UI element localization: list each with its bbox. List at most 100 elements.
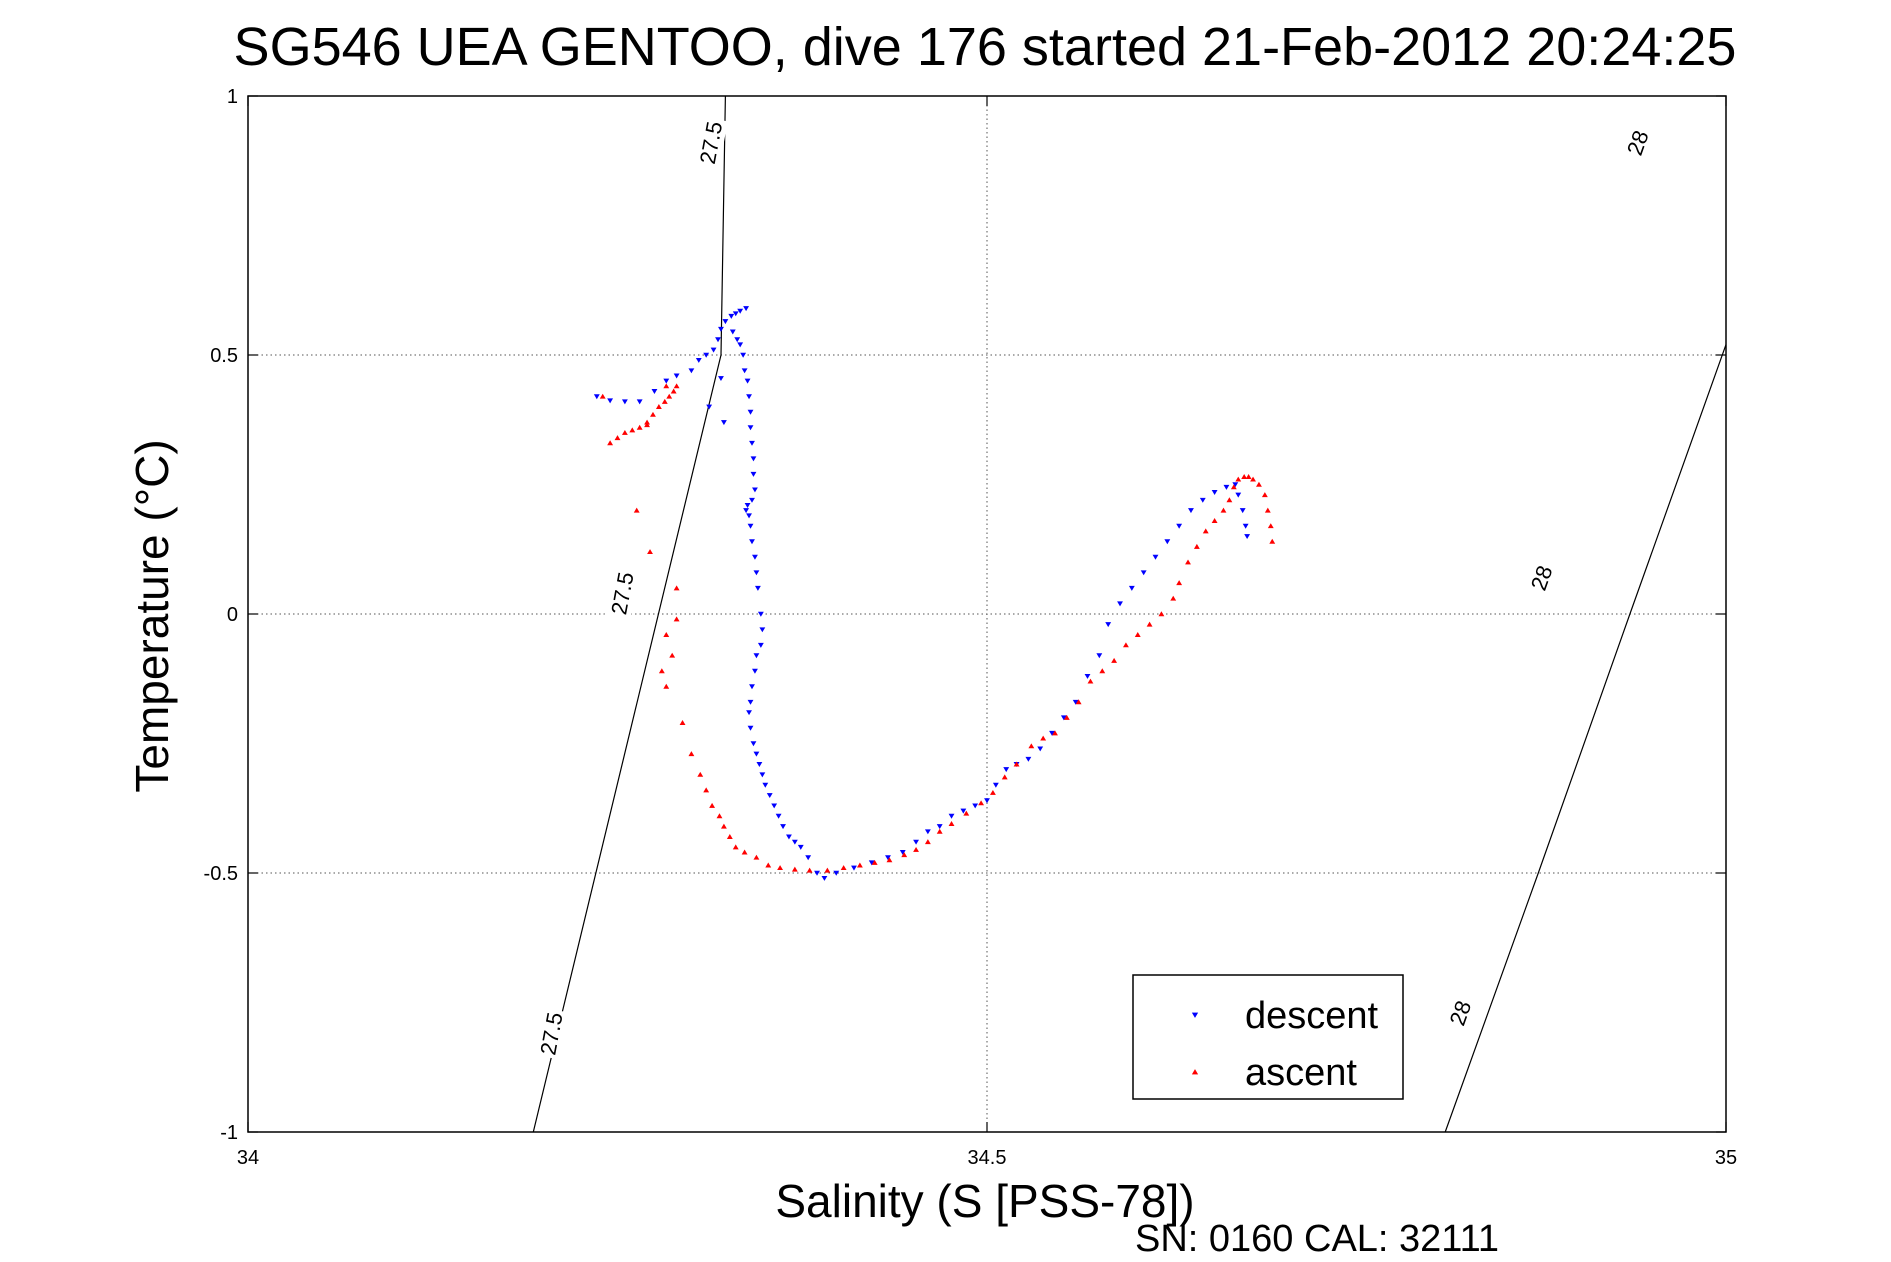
data-point-descent — [780, 824, 786, 830]
footer-serial: SN: 0160 CAL: 32111 — [1135, 1218, 1499, 1260]
data-point-descent — [747, 523, 754, 529]
data-point-descent — [720, 420, 727, 426]
ticks — [247, 95, 1727, 1133]
data-point-descent — [743, 306, 750, 312]
series-layer — [593, 306, 1276, 881]
data-point-descent — [749, 440, 755, 446]
data-point-ascent — [936, 828, 943, 834]
data-point-descent — [749, 539, 755, 545]
contour-line-28 — [1444, 344, 1727, 1133]
data-point-descent — [1242, 523, 1249, 529]
y-tick-label: 0 — [227, 604, 238, 626]
data-point-descent — [703, 352, 710, 358]
data-point-descent — [1188, 508, 1194, 514]
data-point-descent — [747, 725, 754, 731]
data-point-ascent — [1261, 492, 1268, 498]
data-point-ascent — [673, 616, 680, 622]
data-point-descent — [992, 782, 999, 788]
y-tick-label: 1 — [227, 86, 238, 108]
data-point-descent — [715, 337, 721, 343]
data-point-descent — [1117, 601, 1123, 607]
data-point-ascent — [697, 771, 704, 777]
data-point-descent — [1105, 622, 1112, 628]
data-point-descent — [756, 762, 763, 767]
data-point-descent — [741, 368, 748, 374]
data-point-descent — [673, 373, 680, 379]
data-point-descent — [752, 487, 758, 493]
data-point-descent — [663, 378, 670, 384]
data-point-descent — [746, 394, 752, 400]
data-point-descent — [753, 570, 760, 576]
data-point-descent — [757, 642, 764, 648]
data-point-ascent — [1099, 668, 1106, 674]
data-point-ascent — [777, 865, 784, 871]
data-point-descent — [740, 352, 747, 358]
data-point-descent — [936, 824, 943, 830]
data-point-descent — [1084, 673, 1091, 679]
data-point-descent — [1235, 492, 1242, 498]
data-point-descent — [732, 311, 739, 317]
y-tick-label: 0.5 — [210, 345, 238, 367]
data-point-ascent — [1170, 595, 1177, 601]
data-point-descent — [1199, 497, 1206, 503]
data-point-ascent — [1230, 484, 1237, 490]
contour-label-bg — [1439, 985, 1481, 1040]
data-point-ascent — [647, 549, 653, 555]
data-point-ascent — [726, 833, 733, 839]
data-point-descent — [805, 855, 812, 861]
data-point-descent — [1223, 484, 1230, 490]
data-point-ascent — [663, 631, 670, 637]
data-point-descent — [775, 813, 782, 819]
data-point-ascent — [1028, 743, 1035, 749]
legend: descent ascent — [1132, 974, 1404, 1100]
data-point-ascent — [669, 652, 676, 658]
data-point-descent — [737, 308, 744, 314]
data-point-descent — [718, 326, 724, 332]
data-point-descent — [747, 409, 754, 415]
data-point-descent — [868, 860, 875, 866]
data-point-ascent — [901, 852, 908, 858]
data-point-ascent — [1176, 580, 1183, 586]
data-point-descent — [718, 376, 724, 382]
data-point-descent — [747, 699, 754, 705]
data-point-ascent — [629, 427, 636, 433]
data-point-descent — [651, 389, 658, 395]
legend-label-descent: descent — [1245, 995, 1379, 1037]
contour-label: 27.5 — [606, 570, 638, 617]
data-point-descent — [786, 834, 792, 840]
data-point-descent — [688, 368, 695, 374]
data-point-ascent — [1235, 476, 1242, 482]
data-point-descent — [766, 793, 773, 799]
data-point-descent — [1072, 699, 1079, 705]
data-point-ascent — [1267, 523, 1274, 529]
data-point-ascent — [1123, 642, 1129, 648]
data-point-ascent — [978, 800, 985, 806]
data-point-descent — [746, 513, 752, 519]
data-point-descent — [744, 503, 751, 508]
data-point-ascent — [924, 839, 931, 845]
data-point-ascent — [688, 751, 695, 757]
data-point-ascent — [670, 388, 677, 394]
data-point-ascent — [663, 683, 670, 689]
data-point-descent — [797, 844, 804, 850]
data-point-ascent — [655, 404, 662, 410]
data-point-descent — [814, 870, 820, 876]
data-point-descent — [791, 839, 798, 845]
x-tick-label: 35 — [1715, 1147, 1737, 1169]
data-point-ascent — [963, 810, 970, 816]
data-point-ascent — [1211, 518, 1218, 523]
data-point-ascent — [709, 802, 716, 808]
data-point-descent — [762, 782, 769, 788]
data-point-descent — [1003, 767, 1010, 773]
legend-marker-descent — [1191, 1012, 1199, 1018]
data-point-ascent — [1241, 473, 1248, 479]
data-point-descent — [722, 319, 729, 325]
data-point-ascent — [666, 393, 673, 399]
data-point-descent — [821, 875, 828, 881]
data-point-descent — [1128, 585, 1135, 591]
series-ascent — [599, 383, 1276, 873]
data-point-ascent — [644, 422, 650, 428]
data-point-descent — [621, 399, 628, 405]
data-point-descent — [695, 357, 702, 363]
